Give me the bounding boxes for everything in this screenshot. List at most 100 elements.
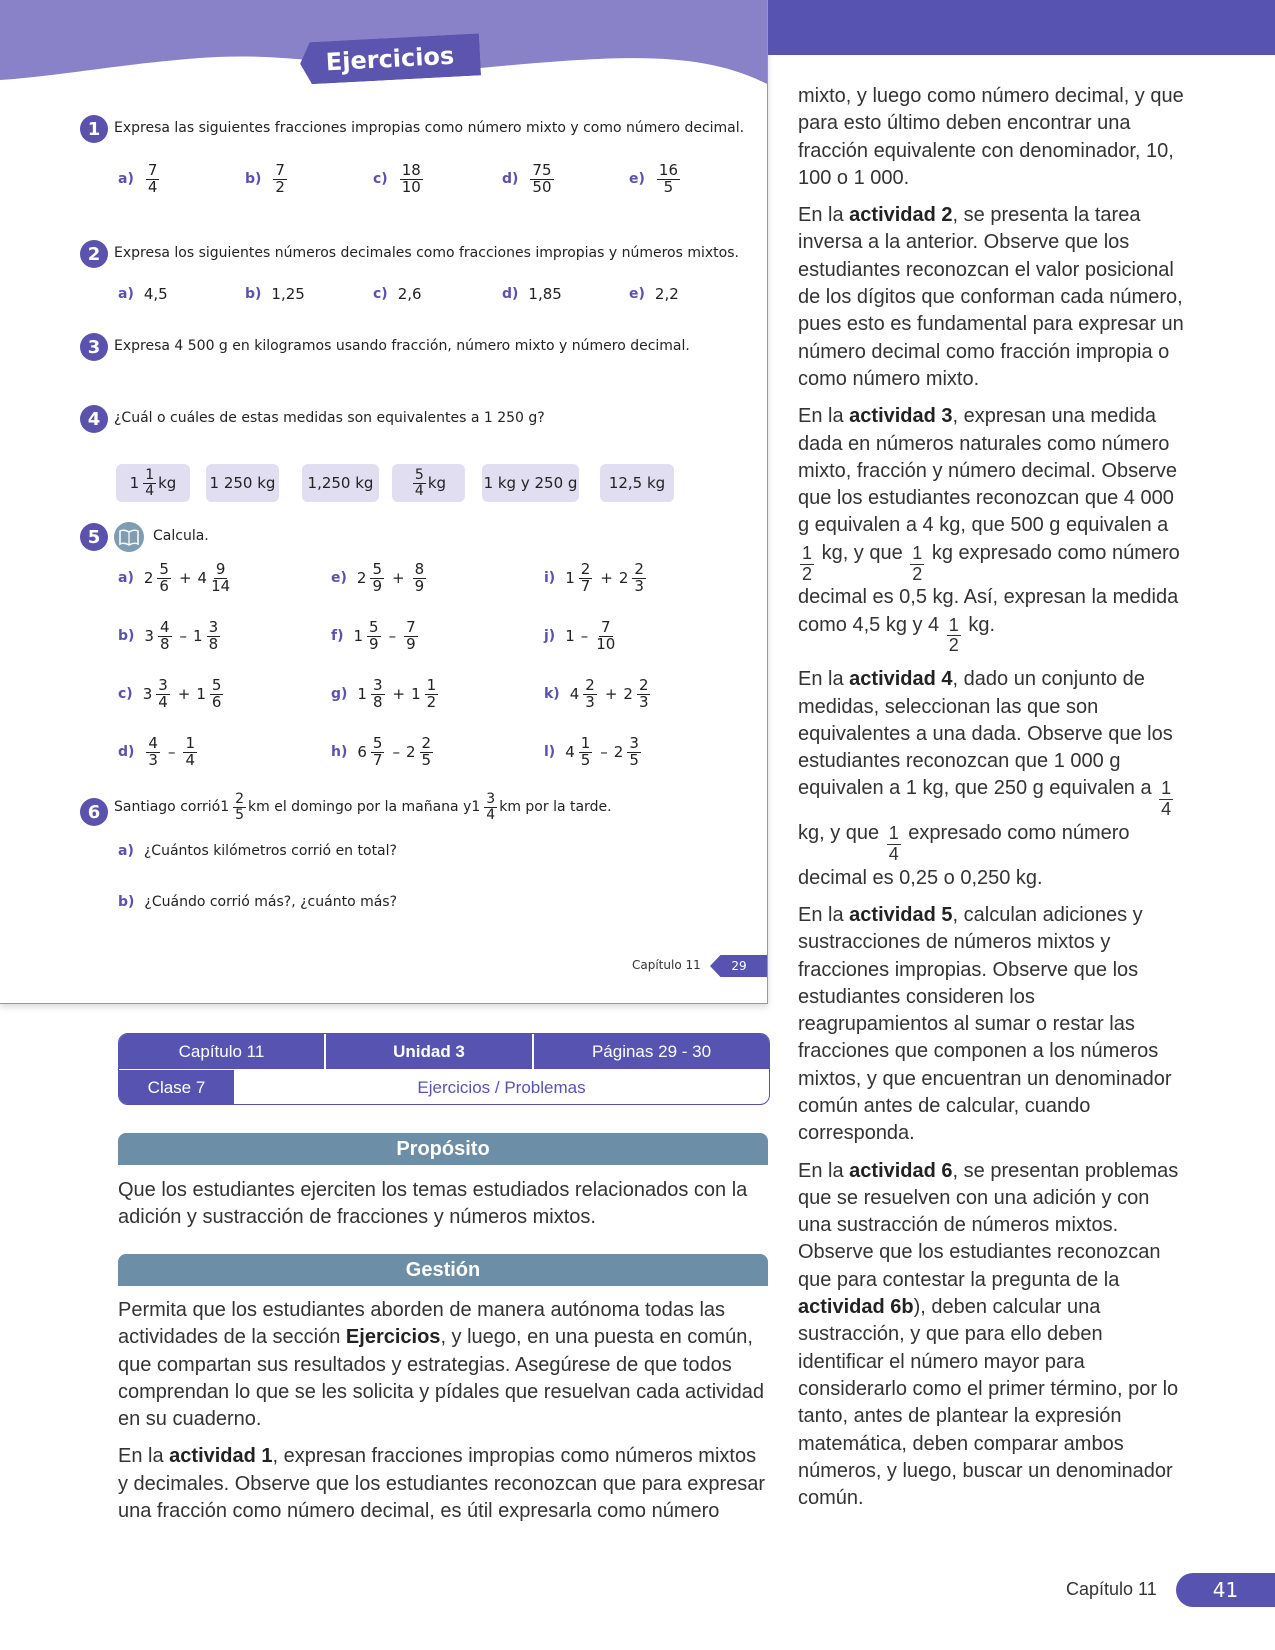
denominator: 5 — [421, 750, 432, 769]
whole-part: 1 — [129, 474, 140, 492]
denominator: 5 — [580, 750, 591, 769]
denominator: 5 — [663, 177, 674, 196]
denominator: 3 — [148, 750, 158, 769]
text-segment: Santiago corrió — [114, 799, 221, 816]
numerator: 7 — [404, 618, 418, 637]
item-label: b) — [118, 894, 135, 910]
exercise-item: e) 16 5 — [629, 162, 682, 196]
text-segment: , expresan fracciones impropias como núm… — [118, 1445, 766, 1523]
whole-part: 2 — [623, 685, 633, 704]
whole-part: 1 — [357, 685, 367, 704]
exercise-number-badge: 6 — [80, 798, 108, 826]
whole-part: 1 — [220, 799, 230, 816]
denominator: 4 — [888, 843, 899, 864]
text-segment: kg, y que — [816, 541, 909, 564]
whole-part: 1 — [411, 685, 421, 704]
item-label: e) — [629, 171, 645, 188]
denominator: 5 — [629, 750, 639, 769]
whole-part: 2 — [405, 743, 416, 762]
text-segment: kg. — [962, 613, 996, 636]
numerator: 1 — [800, 542, 815, 565]
bold-segment: actividad 6 — [849, 1159, 953, 1182]
student-page: Ejercicios 1 Expresa las siguientes fracc… — [0, 0, 768, 1004]
denominator: 6 — [211, 692, 222, 711]
exercise-item: i) 1 2 7 +2 2 3 — [544, 560, 648, 595]
exercise-item: f) 1 5 9–7 9 — [331, 618, 420, 653]
fraction: 7 10 — [596, 619, 616, 653]
notebook-icon — [114, 522, 144, 552]
exercise-instruction: Expresa las siguientes fracciones improp… — [114, 120, 744, 136]
bold-segment: actividad 6b — [798, 1296, 914, 1319]
denominator: 2 — [912, 563, 923, 584]
numerator: 1 — [1159, 778, 1174, 801]
text-segment: mixto, y luego como número decimal, y qu… — [798, 85, 1184, 189]
fraction-expression: 16 5 — [655, 162, 682, 196]
denominator: 14 — [211, 576, 231, 595]
gestion-header: Gestión — [118, 1254, 768, 1286]
item-label: c) — [373, 286, 388, 302]
text-segment: ¿Cuántos kilómetros corrió en total? — [143, 843, 397, 859]
denominator: 2 — [275, 177, 285, 196]
denominator: 4 — [185, 750, 196, 769]
numerator: 3 — [370, 676, 385, 695]
numerator: 2 — [636, 676, 651, 695]
numerator: 2 — [578, 560, 593, 579]
denominator: 2 — [426, 692, 437, 711]
numerator: 5 — [412, 466, 426, 484]
proposito-text: Que los estudiantes ejerciten los temas … — [118, 1179, 748, 1229]
text-segment: , se presenta la tarea inversa a la ante… — [798, 204, 1184, 390]
item-label: f) — [331, 628, 344, 645]
footer-page-badge: 29 — [710, 955, 767, 977]
text-segment: , dado un conjunto de medidas, seleccion… — [798, 668, 1173, 800]
proposito-header: Propósito — [118, 1133, 768, 1165]
text-segment: km el domingo por la mañana y — [248, 799, 472, 816]
denominator: 10 — [596, 634, 616, 653]
denominator: 4 — [147, 177, 158, 196]
text-segment: 4,5 — [143, 285, 168, 303]
denominator: 9 — [372, 576, 382, 595]
numerator: 2 — [632, 560, 646, 579]
whole-part: 1 — [196, 685, 206, 704]
numerator: 1 — [910, 542, 925, 565]
operator: + — [600, 569, 613, 588]
exercise-item: b) 1,25 — [245, 285, 305, 303]
text-segment: En la — [798, 903, 850, 926]
whole-part: 2 — [356, 569, 367, 588]
exercise-item: c) 2,6 — [373, 285, 422, 303]
operator: – — [388, 627, 397, 646]
whole-part: 4 — [197, 569, 208, 588]
item-label: j) — [544, 628, 556, 645]
bold-segment: actividad 2 — [849, 204, 953, 227]
denominator: 7 — [372, 750, 383, 769]
denominator: 5 — [235, 806, 245, 823]
whole-part: 6 — [357, 743, 367, 762]
whole-part: 3 — [144, 627, 154, 646]
text-segment: 1 kg y 250 g — [483, 474, 578, 492]
numerator: 3 — [206, 618, 221, 637]
text-segment: Expresa los siguientes números decimales… — [114, 245, 739, 261]
text-segment: kg — [427, 474, 447, 492]
exercise-instruction: Expresa los siguientes números decimales… — [114, 245, 739, 261]
